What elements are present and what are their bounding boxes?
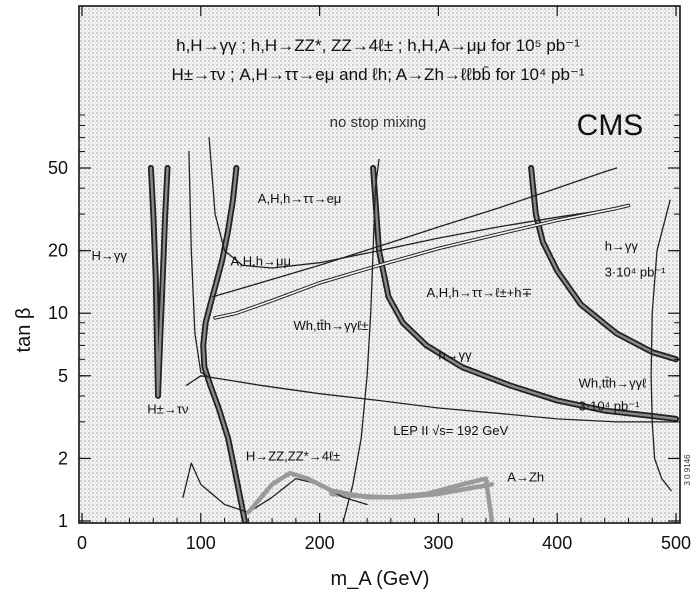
y-tick-label-4: 20 <box>48 241 68 261</box>
annotation-label-8: Wh,tt̄h→γγℓ <box>579 375 648 390</box>
y-tick-label-3: 10 <box>48 303 68 323</box>
series-curve-2-inner <box>371 166 678 421</box>
x-tick-label-5: 500 <box>661 533 691 553</box>
series-curve-13 <box>246 470 495 515</box>
x-tick-label-0: 0 <box>77 533 87 553</box>
annotations-layer: A,H,h→ττ→eμ A,H,h→μμ H→γγ A,H,h→ττ→ℓ±+h∓ h→γ… <box>92 191 667 485</box>
x-axis-label: m_A (GeV) <box>331 568 430 590</box>
annotation-label-13: A→Zh <box>507 470 544 485</box>
y-axis: 1 2 5 10 20 50 <box>48 114 680 531</box>
series-curve-9 <box>342 158 380 522</box>
series-curve-4 <box>208 136 630 269</box>
x-axis: 0 100 200 300 400 500 <box>77 6 691 553</box>
annotation-label-9: 3·10⁴ pb⁻¹ <box>579 399 641 414</box>
series-curve-8 <box>188 150 208 377</box>
x-tick-label-4: 400 <box>542 533 572 553</box>
series-curve-6-inner <box>214 204 630 319</box>
annotation-label-10: H±→τν <box>147 401 188 416</box>
annotation-label-12: H→ZZ,ZZ*→4ℓ± <box>246 449 340 464</box>
annotation-label-0: A,H,h→ττ→eμ <box>258 191 342 206</box>
annotation-label-5: 3·10⁴ pb⁻¹ <box>605 265 667 280</box>
annotation-label-6: Wh,tt̄h→γγℓ± <box>294 318 369 333</box>
plot-frame <box>78 5 681 524</box>
series-curve-10 <box>650 199 672 492</box>
x-tick-label-3: 300 <box>423 533 453 553</box>
annotation-label-4: h→γγ <box>605 239 639 254</box>
annotation-label-3: A,H,h→ττ→ℓ±+h∓ <box>427 285 533 300</box>
brand-label: CMS <box>577 109 644 142</box>
annotation-label-11: LEP II √s= 192 GeV <box>393 423 508 438</box>
series-curve-3-inner <box>529 166 678 361</box>
chart-subtitle: no stop mixing <box>330 114 427 131</box>
annotation-label-7: h→γγ <box>438 347 472 362</box>
side-code: 3 0 9146 <box>683 454 692 486</box>
x-tick-label-2: 200 <box>305 533 335 553</box>
annotation-label-1: A,H,h→μμ <box>231 253 292 268</box>
series-curve-7 <box>185 375 677 423</box>
y-tick-label-1: 2 <box>58 448 68 468</box>
annotation-label-2: H→γγ <box>92 248 128 263</box>
header-line-1: h,H→γγ ; h,H→ZZ*, ZZ→4ℓ± ; h,H,A→μμ for … <box>176 36 580 55</box>
y-tick-label-5: 50 <box>48 158 68 178</box>
curves-layer <box>147 136 679 523</box>
series-curve-5 <box>212 167 618 298</box>
y-tick-label-2: 5 <box>58 366 68 386</box>
series-curve-0-inner <box>149 166 169 398</box>
y-tick-label-0: 1 <box>58 511 68 531</box>
y-axis-label: tan β <box>13 308 35 353</box>
header-text: h,H→γγ ; h,H→ZZ*, ZZ→4ℓ± ; h,H,A→μμ for … <box>171 36 643 142</box>
header-line-2: H±→τν ; A,H→ττ→eμ and ℓh; A→Zh→ℓℓbb̄ for… <box>171 65 584 84</box>
x-tick-label-1: 100 <box>186 533 216 553</box>
series-curve-1-inner <box>202 166 246 523</box>
